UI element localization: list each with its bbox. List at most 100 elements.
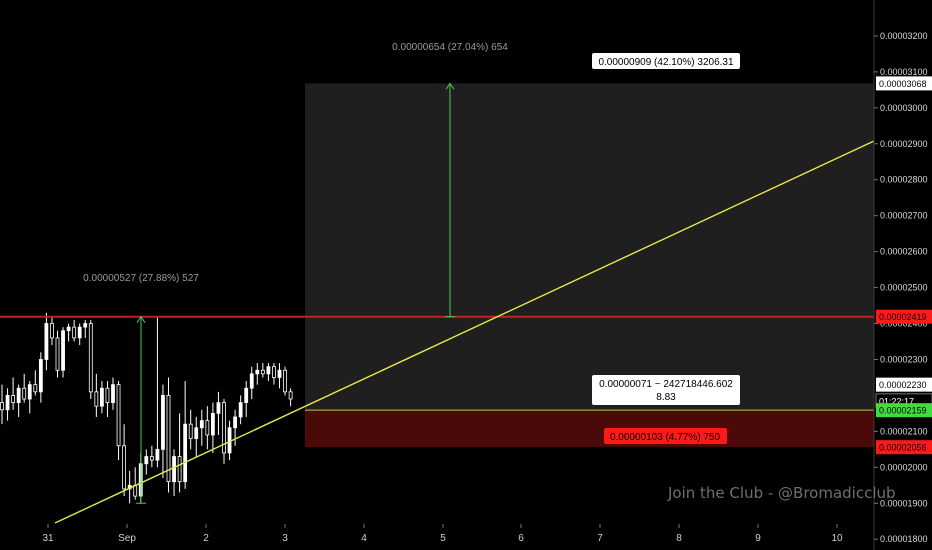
long-measure-label: 0.00000909 (42.10%) 3206.31 (598, 57, 734, 68)
past-measure-label: 0.00000527 (27.88%) 527 (83, 273, 199, 284)
candle (38, 352, 43, 403)
price-label[interactable]: 0.00002419 (876, 309, 932, 324)
entry-measure-label-1: 0.00000071 ~ 242718446.602 (599, 379, 733, 390)
stop-measure-label: 0.00000103 (4.77%) 750 (610, 432, 721, 443)
candle-body (111, 384, 115, 404)
target-measure[interactable] (445, 82, 455, 318)
candle (50, 316, 54, 346)
price-label[interactable]: 0.00002056 (876, 440, 932, 455)
candle (100, 381, 104, 414)
candle-body (210, 412, 215, 436)
candle (272, 363, 276, 385)
price-tick-label: 0.00002000 (880, 462, 928, 472)
watermark: Join the Club - @Bromadicclub (667, 484, 896, 502)
candle-body (77, 326, 82, 339)
time-tick-label: 4 (361, 533, 367, 544)
candle-body (272, 366, 276, 378)
price-tick-label: 0.00003100 (880, 67, 928, 77)
candle (161, 384, 165, 479)
candle-body (288, 391, 293, 400)
price-label-text: 0.00002159 (879, 406, 927, 416)
time-tick-label: 3 (282, 533, 288, 544)
price-label-bg (876, 440, 932, 455)
candle (27, 381, 32, 414)
price-label-bg (876, 377, 932, 392)
price-tick-label: 0.00002700 (880, 211, 928, 221)
price-label[interactable]: 0.00003068 (876, 76, 932, 91)
candle-body (161, 395, 165, 450)
price-axis: 0.00003200 0.00003100 0.00003000 0.00002900… (874, 31, 932, 544)
price-label-text: 0.00002230 (879, 380, 927, 390)
candle-body (0, 402, 4, 411)
candle-body (116, 384, 121, 447)
candle (33, 370, 38, 396)
candle-body (216, 402, 221, 414)
candle (166, 377, 171, 493)
price-label-text: 0.00002419 (879, 312, 927, 322)
price-label-bg (876, 309, 932, 324)
candle-body (83, 323, 88, 328)
candle-body (249, 373, 254, 389)
candle (255, 363, 260, 385)
candle (172, 449, 176, 497)
candle (16, 384, 21, 417)
target-zone (305, 83, 874, 411)
arrow-head-icon (136, 315, 146, 323)
candle (83, 319, 88, 338)
candle (216, 391, 221, 435)
candle-body (55, 337, 60, 371)
candle (0, 384, 4, 425)
price-tick-label: 0.00002100 (880, 426, 928, 436)
candle-body (194, 427, 199, 439)
candle-body (277, 369, 282, 378)
candle-body (233, 416, 238, 429)
candle-body (266, 366, 271, 375)
candle-body (100, 387, 104, 407)
candle-body (105, 387, 110, 404)
candle-body (22, 387, 27, 400)
price-label-bg (876, 76, 932, 91)
candle (55, 330, 60, 378)
candle (210, 402, 215, 453)
price-label-text: 01:22:17 (879, 396, 914, 406)
candle (244, 381, 249, 417)
candle (11, 377, 16, 410)
candle (22, 373, 27, 403)
candle-body (199, 420, 204, 429)
candle-body (133, 484, 138, 497)
price-tick-label: 0.00002800 (880, 175, 928, 185)
candle (238, 395, 243, 425)
candle (111, 377, 115, 410)
time-tick-label: 6 (518, 533, 524, 544)
price-tick-label: 0.00001900 (880, 498, 928, 508)
candle-body (11, 395, 16, 404)
candle (249, 366, 254, 400)
candle-body (94, 391, 99, 407)
candle (177, 413, 182, 493)
long-measure-tag (592, 53, 740, 69)
candle-body (222, 402, 226, 454)
candle-body (144, 456, 149, 465)
candle-body (260, 369, 265, 375)
candle (88, 319, 93, 400)
trendline[interactable] (54, 140, 875, 524)
price-label[interactable]: 0.00002159 (876, 403, 932, 418)
candle (288, 388, 293, 407)
candle (144, 449, 149, 475)
stop-zone (305, 410, 874, 448)
price-label-text: 0.00002056 (879, 443, 927, 453)
candle-body (172, 456, 176, 483)
candle-body (238, 402, 243, 418)
candle-body (155, 448, 160, 461)
price-tick-label: 0.00001800 (880, 534, 928, 544)
candle (183, 381, 188, 489)
candle-body (33, 384, 38, 393)
past-measure[interactable] (136, 315, 146, 504)
candle-series (0, 312, 293, 504)
price-label[interactable]: 0.00002230 (876, 377, 932, 392)
candle-body (16, 387, 21, 404)
target-measure-label: 0.00000654 (27.04%) 654 (392, 42, 508, 53)
candle (44, 312, 49, 371)
entry-measure-label-2: 8.83 (656, 392, 676, 403)
